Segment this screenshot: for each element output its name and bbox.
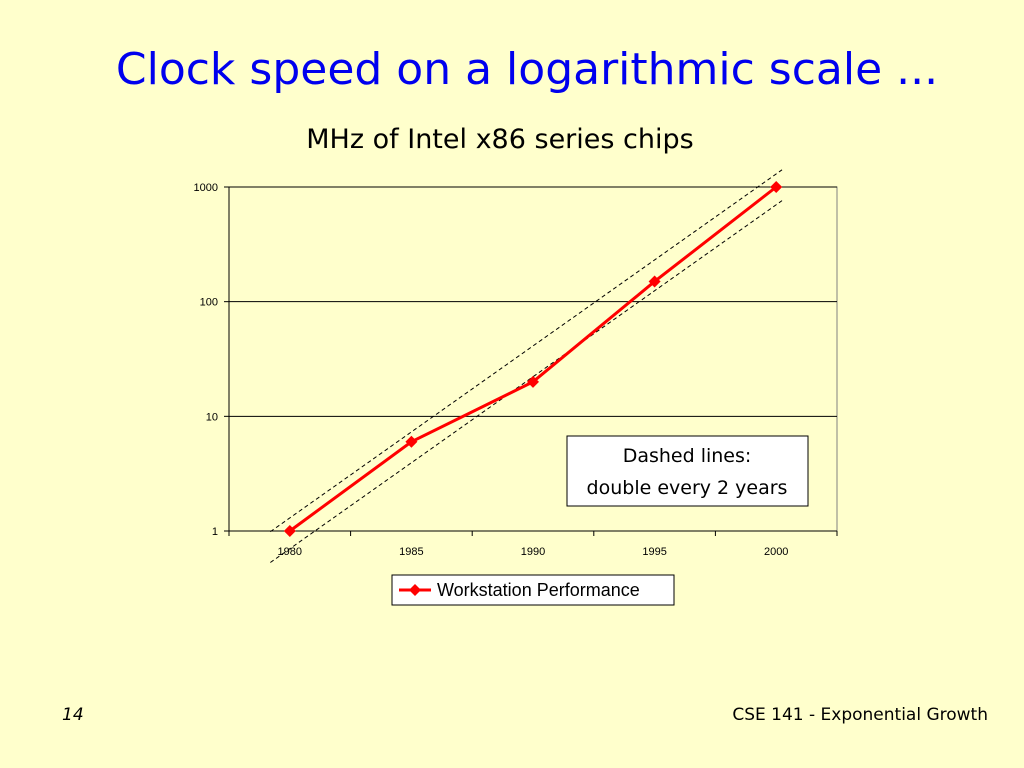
annotation-box: Dashed lines: double every 2 years [566, 435, 809, 507]
x-tick-label: 1990 [521, 546, 545, 558]
y-tick-label: 1000 [194, 182, 218, 194]
annotation-line-1: Dashed lines: [623, 445, 752, 467]
data-point-1980 [283, 525, 296, 537]
x-tick-label: 1995 [642, 546, 666, 558]
axes: 1 10 100 1000 1980 1985 1990 1995 2000 [194, 182, 838, 558]
gridlines [229, 186, 837, 417]
y-tick-label: 10 [206, 411, 218, 423]
legend-swatch-marker [409, 584, 421, 596]
data-point-1990 [527, 375, 539, 388]
chart-title: MHz of Intel x86 series chips [306, 124, 693, 155]
course-label: CSE 141 - Exponential Growth [732, 705, 988, 725]
y-tick-label: 1 [212, 526, 218, 538]
x-tick-label: 1980 [278, 546, 302, 558]
data-point-2000 [770, 181, 783, 193]
y-tick-label: 100 [200, 297, 218, 309]
slide-title: Clock speed on a logarithmic scale ... [115, 44, 939, 95]
data-point-1995 [648, 275, 661, 288]
x-tick-label: 2000 [764, 546, 788, 558]
reference-line-2 [270, 200, 783, 563]
legend: Workstation Performance [391, 574, 675, 606]
x-tick-label: 1985 [399, 546, 423, 558]
annotation-line-2: double every 2 years [587, 477, 788, 499]
legend-label: Workstation Performance [437, 580, 640, 600]
series-workstation-performance [283, 181, 783, 537]
page-number: 14 [62, 705, 84, 725]
data-point-1985 [405, 435, 418, 448]
